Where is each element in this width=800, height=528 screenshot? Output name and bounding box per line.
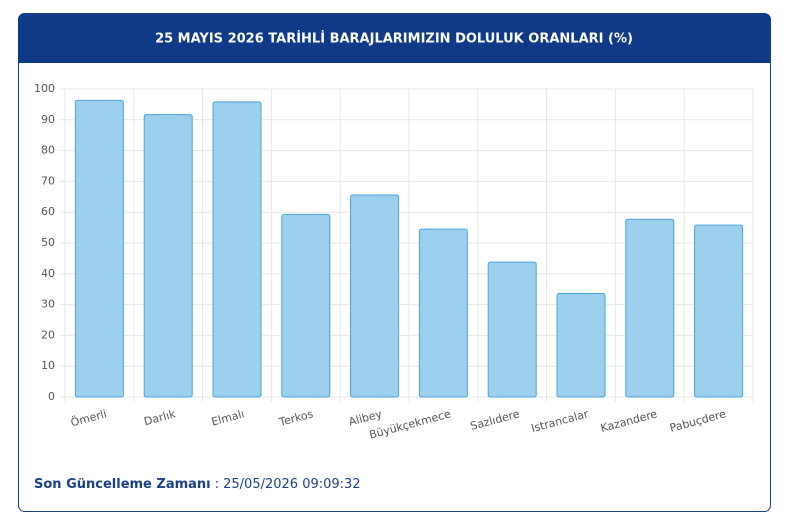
y-tick-label: 80 <box>41 144 55 157</box>
y-tick-label: 50 <box>41 236 55 249</box>
y-tick-label: 100 <box>34 82 55 95</box>
y-tick-label: 40 <box>41 267 55 280</box>
bar <box>418 228 468 398</box>
y-tick-label: 10 <box>41 359 55 372</box>
y-tick-label: 70 <box>41 174 55 187</box>
bar <box>212 101 262 398</box>
bar <box>281 213 331 398</box>
footer: Son Güncelleme Zamanı : 25/05/2026 09:09:… <box>34 477 361 492</box>
bar <box>694 224 744 398</box>
bar <box>350 194 400 398</box>
card-header <box>18 13 771 63</box>
bar <box>625 218 675 398</box>
y-tick-label: 20 <box>41 328 55 341</box>
footer-value: : 25/05/2026 09:09:32 <box>215 477 361 492</box>
chart-title: 25 MAYIS 2026 TARİHLİ BARAJLARIMIZIN DOL… <box>155 31 633 47</box>
bar <box>143 114 193 398</box>
y-tick-label: 30 <box>41 298 55 311</box>
bar <box>74 99 124 398</box>
footer-label: Son Güncelleme Zamanı <box>34 477 211 492</box>
y-tick-label: 90 <box>41 113 55 126</box>
bar <box>487 261 537 398</box>
bar <box>556 293 606 398</box>
y-tick-label: 60 <box>41 205 55 218</box>
y-tick-label: 0 <box>48 390 55 403</box>
